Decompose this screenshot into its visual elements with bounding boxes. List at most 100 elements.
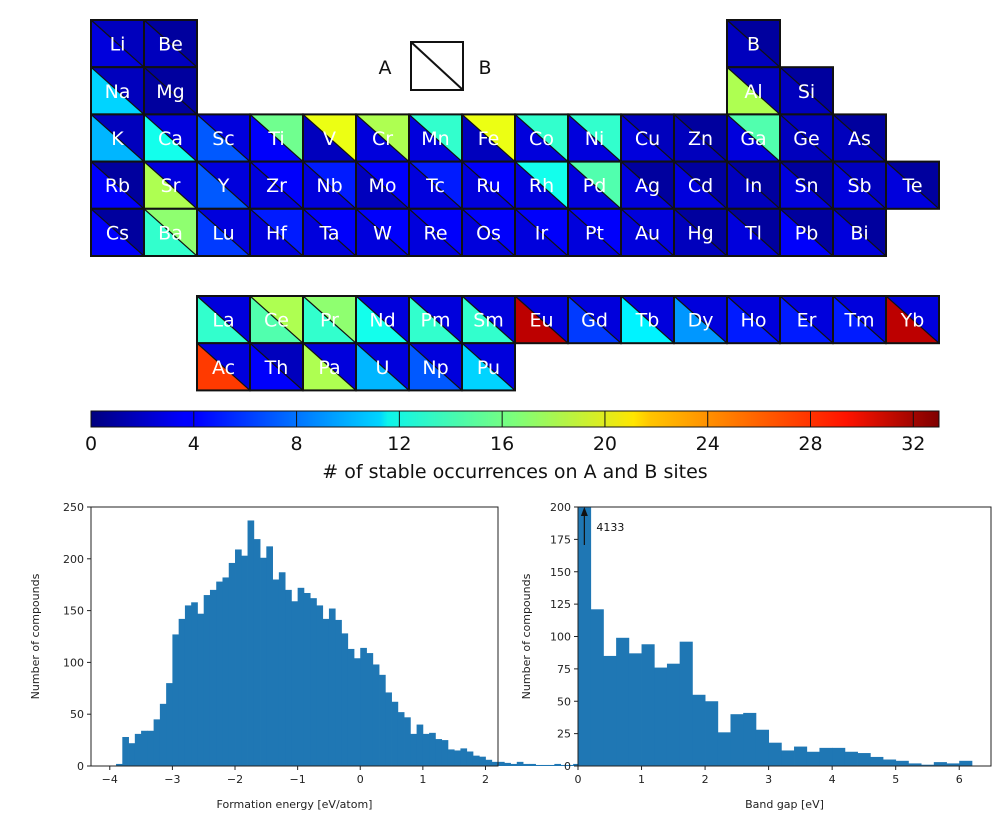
x-tick-label: −2: [227, 773, 243, 786]
y-tick-label: 0: [564, 760, 571, 773]
colorbar-tick-label: 16: [490, 433, 514, 455]
cell-border: [832, 207, 887, 258]
x-axis-label: Formation energy [eV/atom]: [217, 798, 373, 811]
element-cell-tl: Tl: [726, 207, 781, 258]
cell-diagonal: [143, 161, 198, 210]
histogram-bar: [959, 760, 973, 766]
cell-diagonal: [355, 342, 410, 391]
element-cell-ca: Ca: [143, 113, 198, 163]
element-symbol: Zr: [266, 175, 287, 197]
element-symbol: Te: [901, 175, 922, 197]
element-cell-rh: Rh: [514, 160, 569, 210]
element-cell-cd: Cd: [673, 160, 728, 210]
cell-diagonal: [249, 161, 304, 210]
histogram-bar: [278, 572, 286, 766]
histogram-bar: [832, 747, 846, 766]
histogram-bar: [197, 613, 205, 766]
element-symbol: Ti: [267, 128, 284, 150]
cell-diagonal: [832, 113, 887, 163]
histogram-bar: [705, 701, 719, 766]
cell-diagonal: [832, 208, 887, 257]
y-tick-label: 150: [63, 605, 84, 618]
histogram-bar: [560, 764, 568, 766]
cell-diagonal: [302, 161, 357, 210]
histogram-bar: [616, 637, 630, 766]
element-symbol: Cr: [372, 128, 393, 150]
element-cell-be: Be: [143, 19, 198, 69]
histogram-bar: [578, 507, 592, 766]
legend-b-label: B: [478, 57, 491, 79]
cell-diagonal: [196, 208, 251, 257]
element-symbol: Ag: [635, 175, 660, 197]
legend-diagonal: [410, 41, 464, 91]
x-tick-label: −3: [164, 773, 180, 786]
histogram-bar: [122, 736, 129, 766]
histogram-bar: [141, 730, 148, 766]
element-cell-mo: Mo: [355, 160, 410, 210]
histogram-bar: [134, 733, 142, 766]
element-symbol: Ta: [318, 222, 339, 244]
x-tick-label: 3: [765, 773, 772, 786]
element-symbol: Ga: [740, 128, 766, 150]
histogram-bar: [554, 763, 562, 766]
histogram-bar: [360, 647, 367, 766]
element-cell-ce: Ce: [249, 295, 304, 345]
element-symbol: Np: [422, 357, 448, 379]
histogram-bar: [416, 724, 424, 766]
cell-diagonal: [143, 113, 198, 163]
histogram-bar: [441, 740, 449, 766]
element-cell-tb: Tb: [620, 295, 675, 345]
histogram-bar: [755, 729, 770, 766]
element-symbol: V: [323, 128, 336, 150]
cell-border: [885, 160, 940, 210]
element-symbol: Pd: [583, 175, 607, 197]
histogram-bar: [479, 756, 486, 766]
element-cell-ta: Ta: [302, 207, 357, 258]
cell-diagonal: [90, 208, 145, 257]
element-symbol: Ca: [158, 128, 183, 150]
cell-diagonal: [355, 161, 410, 210]
cell-diagonal: [514, 208, 569, 257]
cell-diagonal: [249, 342, 304, 391]
element-cell-lu: Lu: [196, 207, 251, 258]
histogram-bar: [128, 743, 136, 766]
histogram-bar: [603, 655, 617, 766]
element-cell-pd: Pd: [567, 160, 622, 210]
histogram-bar: [385, 692, 392, 766]
element-symbol: Zn: [688, 128, 713, 150]
colorbar: 0 4 8 12 16 20 24 28 32 # of stable occurrences …: [85, 410, 940, 483]
x-tick-label: −1: [290, 773, 306, 786]
element-symbol: Cs: [106, 222, 129, 244]
histogram-bar: [844, 751, 858, 766]
cell-diagonal: [355, 208, 410, 257]
colorbar-tick-label: 24: [696, 433, 720, 455]
cell-diagonal: [90, 113, 145, 163]
colorbar-title: # of stable occurrences on A and B sites: [322, 461, 707, 483]
element-cell-te: Te: [885, 160, 940, 210]
cell-diagonal: [249, 295, 304, 344]
cell-diagonal: [355, 113, 410, 163]
colorbar-tick-label: 32: [901, 433, 925, 455]
periodic-table: Li Be B Na Mg Al Si K Ca Sc Ti V Cr Mn Fe Co Ni Cu Zn Ga Ge A…: [90, 19, 940, 392]
element-cell-co: Co: [514, 113, 569, 163]
histogram-bar: [781, 750, 795, 766]
cell-diagonal: [408, 342, 463, 391]
y-tick-label: 100: [63, 656, 84, 669]
element-cell-cr: Cr: [355, 113, 410, 163]
element-cell-pb: Pb: [779, 207, 834, 258]
element-cell-si: Si: [779, 66, 834, 116]
element-symbol: Ba: [158, 222, 183, 244]
histogram-bar: [116, 763, 123, 766]
element-symbol: Fe: [478, 128, 500, 150]
cell-diagonal: [620, 208, 675, 257]
element-symbol: U: [376, 357, 390, 379]
histogram-bar: [328, 608, 336, 766]
cell-diagonal: [196, 342, 251, 391]
element-cell-ge: Ge: [779, 113, 834, 163]
histogram-bar: [743, 712, 757, 766]
colorbar-bar: [90, 410, 940, 428]
element-cell-mg: Mg: [143, 66, 198, 116]
cell-diagonal: [355, 295, 410, 344]
cell-diagonal: [408, 113, 463, 163]
x-tick-label: 2: [702, 773, 709, 786]
